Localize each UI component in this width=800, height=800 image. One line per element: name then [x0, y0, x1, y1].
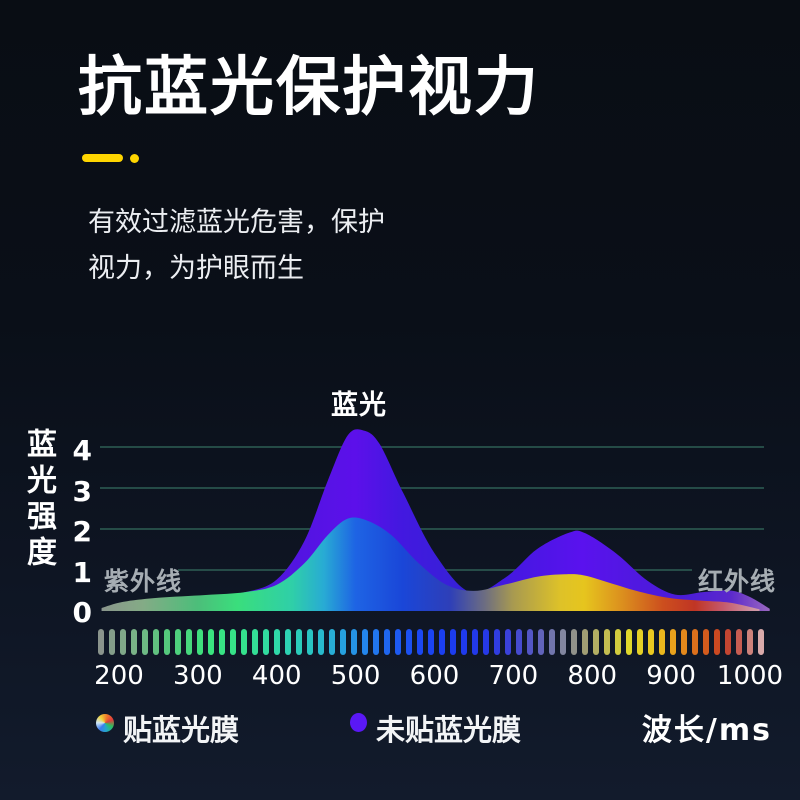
y-axis-title: 蓝光强度 [21, 428, 56, 572]
spectrum-dash [263, 629, 269, 655]
spectrum-dash [307, 629, 313, 655]
subtitle-line-1: 有效过滤蓝光危害，保护 [88, 207, 385, 238]
x-tick-600: 600 [409, 661, 460, 691]
spectrum-dash [439, 629, 445, 655]
legend-swatch-without-film [350, 713, 367, 732]
y-tick-4: 4 [72, 434, 92, 467]
spectrum-dash [483, 629, 489, 655]
spectrum-dash [538, 629, 544, 655]
spectrum-dash [659, 629, 665, 655]
x-tick-1000: 1000 [716, 661, 784, 691]
accent-dot [130, 154, 139, 163]
spectrum-dash [615, 629, 621, 655]
spectrum-dash [670, 629, 676, 655]
spectrum-dash [692, 629, 698, 655]
gridline-4 [100, 446, 764, 448]
spectrum-dash [527, 629, 533, 655]
spectrum-dash [362, 629, 368, 655]
spectrum-dash [758, 629, 764, 655]
spectrum-dash [604, 629, 610, 655]
x-tick-500: 500 [330, 661, 381, 691]
subtitle: 有效过滤蓝光危害，保护 视力，为护眼而生 [88, 200, 385, 292]
spectrum-dash [120, 629, 126, 655]
spectrum-dash [505, 629, 511, 655]
spectrum-dash [648, 629, 654, 655]
spectrum-dash [318, 629, 324, 655]
annotation-blue-light: 蓝光 [331, 390, 387, 421]
x-tick-700: 700 [488, 661, 539, 691]
spectrum-dash [285, 629, 291, 655]
spectrum-dash [494, 629, 500, 655]
spectrum-dash [175, 629, 181, 655]
spectrum-dash [208, 629, 214, 655]
spectrum-dash [417, 629, 423, 655]
spectrum-dash [582, 629, 588, 655]
spectrum-dash [516, 629, 522, 655]
spectrum-dash [714, 629, 720, 655]
x-tick-400: 400 [251, 661, 302, 691]
spectrum-dash [736, 629, 742, 655]
page-title: 抗蓝光保护视力 [78, 51, 540, 125]
spectrum-dash [428, 629, 434, 655]
spectrum-dash [626, 629, 632, 655]
y-tick-3: 3 [72, 475, 92, 508]
spectrum-dash [571, 629, 577, 655]
spectrum-dash [197, 629, 203, 655]
spectrum-dash [703, 629, 709, 655]
spectrum-dash [472, 629, 478, 655]
curve-with-film [101, 517, 760, 611]
accent-dash [82, 154, 123, 162]
legend-label-with-film: 贴蓝光膜 [123, 713, 240, 747]
spectrum-dash [230, 629, 236, 655]
spectrum-dash [549, 629, 555, 655]
spectrum-dash [351, 629, 357, 655]
annotation-ultraviolet: 紫外线 [104, 567, 183, 596]
spectrum-dash [593, 629, 599, 655]
spectrum-dash [681, 629, 687, 655]
spectrum-dash [153, 629, 159, 655]
spectrum-dash [340, 629, 346, 655]
gridline-3 [100, 487, 764, 489]
spectrum-dash [186, 629, 192, 655]
spectrum-dash [296, 629, 302, 655]
spectrum-dash [450, 629, 456, 655]
spectrum-dash [274, 629, 280, 655]
spectrum-dash [219, 629, 225, 655]
annotation-infrared: 红外线 [698, 567, 777, 596]
subtitle-line-2: 视力，为护眼而生 [88, 253, 304, 284]
spectrum-dash [637, 629, 643, 655]
legend-swatch-with-film [96, 714, 114, 732]
spectrum-dash [560, 629, 566, 655]
spectrum-dash [131, 629, 137, 655]
spectrum-dash [406, 629, 412, 655]
legend-label-without-film: 未贴蓝光膜 [376, 713, 522, 747]
y-tick-2: 2 [72, 515, 92, 548]
spectrum-dash [747, 629, 753, 655]
spectrum-dash [241, 629, 247, 655]
gridline-2 [100, 528, 764, 530]
y-tick-1: 1 [72, 556, 92, 589]
spectrum-dash [725, 629, 731, 655]
spectrum-dash [142, 629, 148, 655]
spectrum-dash [373, 629, 379, 655]
spectrum-dash [461, 629, 467, 655]
x-axis-unit-label: 波长/ms [641, 713, 772, 748]
spectrum-dash [98, 629, 104, 655]
spectrum-dash [395, 629, 401, 655]
x-tick-900: 900 [646, 661, 696, 691]
y-tick-0: 0 [72, 596, 92, 629]
spectrum-dash [164, 629, 170, 655]
x-tick-200: 200 [94, 661, 144, 691]
curve-without-film [101, 429, 770, 611]
spectrum-dash [252, 629, 258, 655]
spectrum-dash [109, 629, 115, 655]
spectrum-dash [384, 629, 390, 655]
x-tick-800: 800 [567, 661, 618, 691]
x-tick-300: 300 [173, 661, 223, 691]
spectrum-dash [329, 629, 335, 655]
